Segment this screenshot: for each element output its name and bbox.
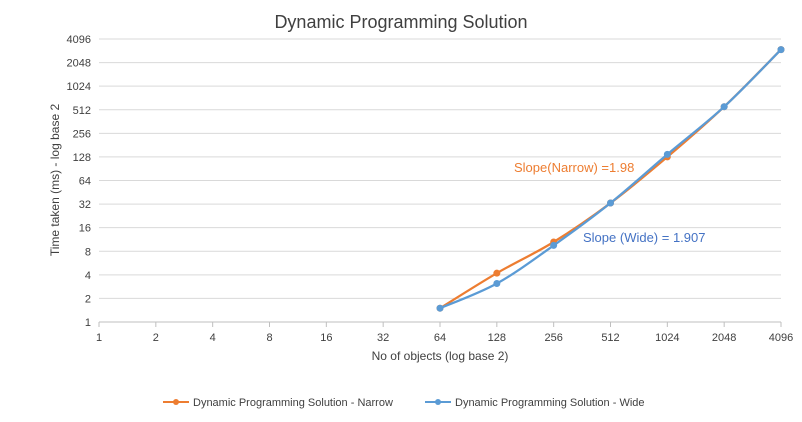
legend-label-wide: Dynamic Programming Solution - Wide [455, 397, 645, 409]
data-point-wide [607, 199, 614, 207]
legend-label-narrow: Dynamic Programming Solution - Narrow [193, 397, 393, 409]
y-tick-label: 32 [79, 199, 91, 211]
y-axis-ticks: 1 2 4 8 16 32 64 128 256 512 1024 2048 4096 [67, 34, 91, 329]
data-point-wide [436, 304, 444, 312]
x-axis-label: No of objects (log base 2) [372, 349, 509, 363]
series-line-wide [439, 48, 782, 310]
y-tick-label: 1 [85, 317, 91, 329]
x-tick-label: 8 [266, 332, 272, 344]
x-tick-label: 256 [544, 332, 562, 344]
y-tick-label: 16 [79, 223, 91, 235]
y-tick-label: 4 [85, 270, 91, 282]
data-point-wide [493, 280, 501, 288]
x-tick-label: 2048 [712, 332, 736, 344]
legend-item-narrow: Dynamic Programming Solution - Narrow [163, 397, 393, 409]
x-tick-label: 2 [153, 332, 159, 344]
x-tick-label: 1024 [655, 332, 679, 344]
y-tick-label: 4096 [67, 34, 91, 46]
y-tick-label: 8 [85, 246, 91, 258]
x-tick-label: 128 [488, 332, 506, 344]
data-point-wide [663, 150, 671, 158]
data-point-narrow [493, 269, 501, 277]
x-tick-label: 64 [434, 332, 446, 344]
data-point-wide [720, 103, 728, 111]
annotation-slope-wide: Slope (Wide) = 1.907 [583, 230, 705, 245]
annotation-slope-narrow: Slope(Narrow) =1.98 [514, 160, 634, 175]
series-line-narrow [439, 48, 782, 310]
y-tick-label: 2048 [67, 58, 91, 70]
x-tick-label: 512 [601, 332, 619, 344]
legend-item-wide: Dynamic Programming Solution - Wide [425, 397, 645, 409]
y-tick-label: 1024 [67, 81, 91, 93]
y-axis-label: Time taken (ms) - log base 2 [48, 104, 62, 257]
data-point-wide [777, 46, 785, 54]
x-axis-ticks: 1 2 4 8 16 32 64 128 256 512 1024 2048 4096 [96, 332, 793, 344]
data-point-wide [550, 241, 558, 249]
y-tick-label: 512 [73, 105, 91, 117]
legend: Dynamic Programming Solution - Narrow Dy… [163, 397, 645, 409]
series [436, 46, 785, 312]
gridlines [99, 38, 781, 299]
axes [98, 321, 782, 327]
x-tick-label: 32 [377, 332, 389, 344]
x-tick-label: 4096 [769, 332, 793, 344]
chart-title: Dynamic Programming Solution [274, 12, 527, 32]
y-tick-label: 64 [79, 176, 91, 188]
x-tick-label: 16 [320, 332, 332, 344]
y-tick-label: 2 [85, 293, 91, 305]
y-tick-label: 128 [73, 152, 91, 164]
series-wide [436, 46, 785, 312]
y-tick-label: 256 [73, 128, 91, 140]
x-tick-label: 1 [96, 332, 102, 344]
x-tick-label: 4 [210, 332, 216, 344]
